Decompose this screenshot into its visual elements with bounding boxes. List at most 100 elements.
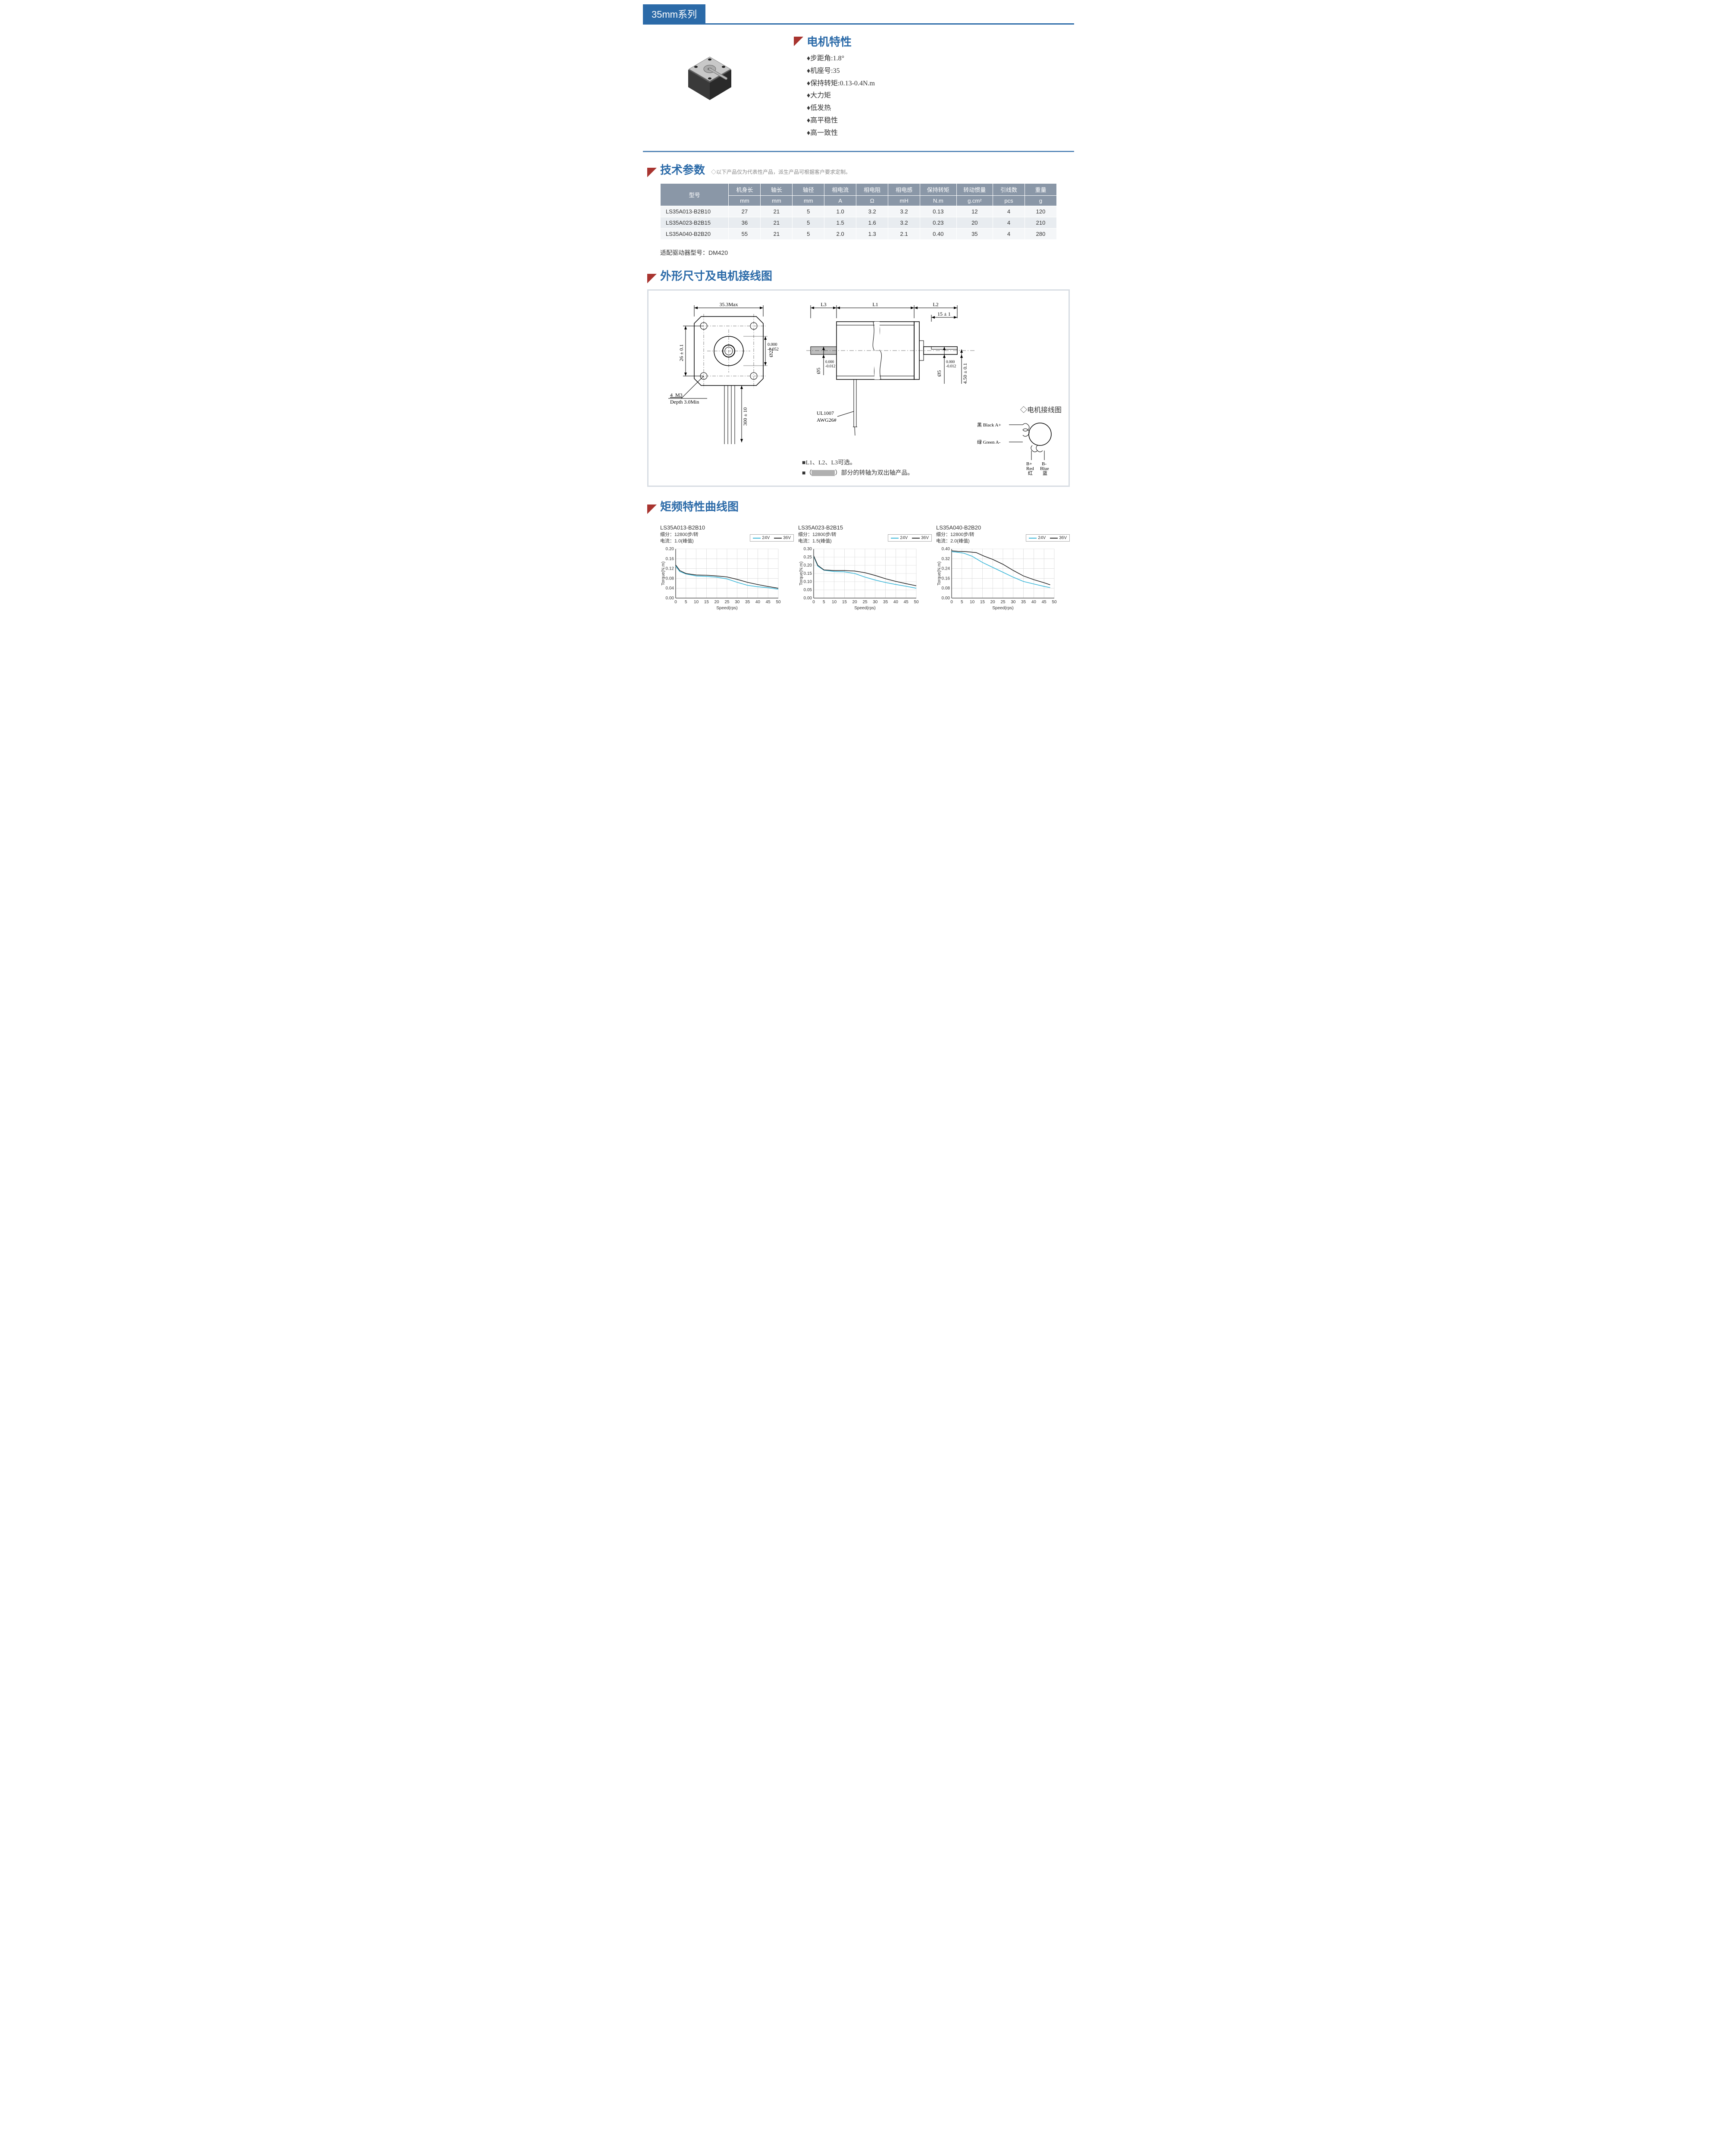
- svg-text:0.08: 0.08: [666, 577, 674, 581]
- feature-item: ♦大力矩: [807, 90, 875, 102]
- triangle-icon: [647, 274, 657, 283]
- svg-text:L2: L2: [933, 301, 938, 307]
- svg-text:50: 50: [776, 600, 781, 605]
- feature-item: ♦高平稳性: [807, 115, 875, 127]
- svg-text:5: 5: [823, 600, 825, 605]
- svg-text:40: 40: [755, 600, 761, 605]
- svg-text:-0.012: -0.012: [946, 364, 956, 368]
- svg-text:AWG26#: AWG26#: [817, 417, 837, 423]
- svg-text:0.30: 0.30: [804, 547, 812, 552]
- svg-text:Torque(N.m): Torque(N.m): [937, 562, 942, 586]
- svg-text:45: 45: [766, 600, 771, 605]
- features-list: ♦步距角:1.8°♦机座号:35♦保持转矩:0.13-0.4N.m♦大力矩♦低发…: [794, 53, 875, 140]
- svg-text:26 ± 0.1: 26 ± 0.1: [678, 344, 684, 361]
- svg-text:30: 30: [1011, 600, 1016, 605]
- svg-text:35.3Max: 35.3Max: [720, 301, 738, 307]
- triangle-icon: [647, 505, 657, 514]
- svg-text:0.12: 0.12: [666, 567, 674, 571]
- svg-text:0.32: 0.32: [942, 557, 950, 561]
- svg-text:45: 45: [1042, 600, 1047, 605]
- feature-item: ♦机座号:35: [807, 65, 875, 78]
- svg-text:L1: L1: [872, 301, 878, 307]
- dim-front-svg: 35.3Max: [655, 298, 793, 453]
- series-tab: 35mm系列: [643, 4, 705, 23]
- feature-item: ♦步距角:1.8°: [807, 53, 875, 65]
- svg-text:Torque(N.m): Torque(N.m): [661, 562, 666, 586]
- chart: LS35A040-B2B20细分：12800步/转电流：2.0(峰值)24V36…: [936, 524, 1070, 614]
- svg-text:10: 10: [694, 600, 699, 605]
- svg-text:35: 35: [1021, 600, 1026, 605]
- chart: LS35A013-B2B10细分：12800步/转电流：1.0(峰值)24V36…: [660, 524, 794, 614]
- svg-text:0: 0: [674, 600, 677, 605]
- svg-text:25: 25: [1000, 600, 1006, 605]
- dim-section-title: 外形尺寸及电机接线图: [660, 267, 772, 283]
- svg-text:15: 15: [980, 600, 985, 605]
- svg-text:0.20: 0.20: [804, 563, 812, 568]
- svg-text:0.00: 0.00: [666, 596, 674, 601]
- charts-row: LS35A013-B2B10细分：12800步/转电流：1.0(峰值)24V36…: [643, 520, 1074, 614]
- svg-text:0.00: 0.00: [942, 596, 950, 601]
- svg-text:Speed(rps): Speed(rps): [992, 606, 1013, 611]
- svg-text:4.50 ± 0.1: 4.50 ± 0.1: [962, 363, 968, 384]
- series-underline: [643, 23, 1074, 25]
- svg-text:35: 35: [745, 600, 750, 605]
- svg-text:Ø5: Ø5: [936, 370, 942, 376]
- svg-text:0: 0: [812, 600, 815, 605]
- svg-text:4_M3: 4_M3: [670, 392, 683, 398]
- svg-text:Torque(N.m): Torque(N.m): [799, 562, 804, 586]
- svg-text:Speed(rps): Speed(rps): [854, 606, 875, 611]
- svg-text:Speed(rps): Speed(rps): [716, 606, 737, 611]
- svg-text:300 ± 10: 300 ± 10: [742, 407, 748, 426]
- svg-text:15: 15: [842, 600, 847, 605]
- svg-text:30: 30: [873, 600, 878, 605]
- features-section: 电机特性 ♦步距角:1.8°♦机座号:35♦保持转矩:0.13-0.4N.m♦大…: [643, 33, 1074, 148]
- svg-text:0.10: 0.10: [804, 580, 812, 584]
- svg-text:0.000: 0.000: [825, 360, 834, 364]
- svg-text:Depth 3.0Min: Depth 3.0Min: [670, 399, 699, 405]
- triangle-icon: [647, 168, 657, 177]
- motor-photo: [660, 33, 759, 111]
- svg-text:Ø5: Ø5: [815, 367, 821, 374]
- svg-text:红: 红: [1028, 470, 1033, 476]
- svg-text:20: 20: [990, 600, 996, 605]
- svg-text:绿 Green A-: 绿 Green A-: [977, 439, 1001, 445]
- svg-text:0.16: 0.16: [666, 557, 674, 561]
- svg-text:黑 Black A+: 黑 Black A+: [977, 422, 1001, 428]
- svg-text:15 ± 1: 15 ± 1: [937, 311, 951, 317]
- svg-text:-0.052: -0.052: [768, 347, 779, 352]
- svg-text:0.08: 0.08: [942, 586, 950, 591]
- svg-text:-0.012: -0.012: [825, 364, 835, 368]
- dim-frame: 35.3Max: [647, 289, 1070, 487]
- svg-text:0.04: 0.04: [666, 586, 674, 591]
- motor-illustration-svg: [669, 35, 751, 109]
- svg-text:20: 20: [714, 600, 720, 605]
- svg-text:35: 35: [883, 600, 888, 605]
- svg-text:25: 25: [862, 600, 868, 605]
- svg-text:0.15: 0.15: [804, 571, 812, 576]
- spec-table: 型号机身长轴长轴径相电流相电阻相电感保持转矩转动惯量引线数重量mmmmmmAΩm…: [660, 183, 1057, 240]
- svg-text:30: 30: [735, 600, 740, 605]
- svg-text:0.05: 0.05: [804, 588, 812, 592]
- svg-text:40: 40: [893, 600, 899, 605]
- spec-section-note: ◇以下产品仅为代表性产品，派生产品可根据客户要求定制。: [711, 168, 851, 175]
- separator-band: [643, 151, 1074, 153]
- svg-text:0.000: 0.000: [768, 342, 777, 347]
- svg-text:25: 25: [724, 600, 730, 605]
- curve-section-title: 矩频特性曲线图: [660, 498, 739, 514]
- svg-text:0.24: 0.24: [942, 567, 950, 571]
- feature-item: ♦低发热: [807, 102, 875, 115]
- svg-text:L3: L3: [821, 301, 826, 307]
- svg-text:50: 50: [914, 600, 919, 605]
- triangle-icon: [794, 37, 803, 46]
- svg-text:10: 10: [832, 600, 837, 605]
- svg-text:0.000: 0.000: [946, 360, 955, 364]
- dim-side-svg: L3 L1 L2 15 ± 1: [802, 298, 983, 453]
- wiring-diagram: ◇电机接线图 黑 Black A+ 绿 Green A- B+ Red 红 B-…: [975, 404, 1062, 479]
- svg-text:0.25: 0.25: [804, 555, 812, 560]
- table-row: LS35A023-B2B15362151.51.63.20.23204210: [661, 217, 1057, 228]
- feature-item: ♦高一致性: [807, 127, 875, 140]
- svg-text:5: 5: [961, 600, 963, 605]
- svg-text:45: 45: [904, 600, 909, 605]
- svg-text:15: 15: [704, 600, 709, 605]
- svg-text:5: 5: [685, 600, 687, 605]
